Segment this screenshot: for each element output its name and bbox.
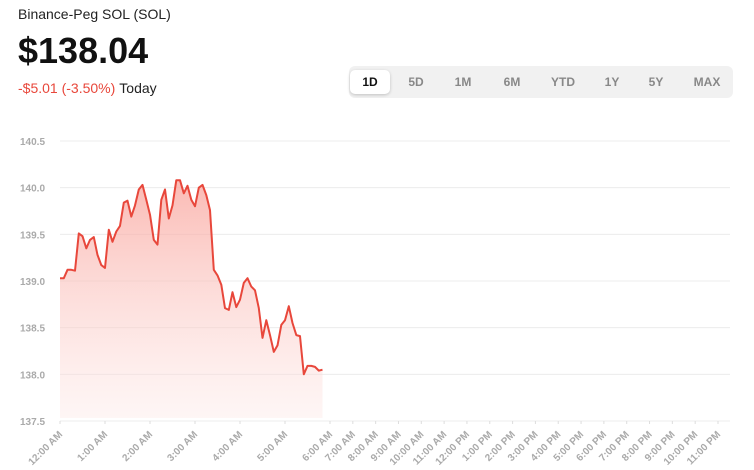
range-tab[interactable]: 5Y xyxy=(648,75,664,89)
price: $138.04 xyxy=(18,30,149,71)
change-row: -$5.01 (-3.50%) Today xyxy=(18,80,157,96)
x-tick-label: 12:00 AM xyxy=(27,429,66,468)
range-tab[interactable]: 6M xyxy=(503,75,521,89)
y-tick-label: 140.0 xyxy=(20,184,45,195)
y-tick-label: 140.5 xyxy=(20,137,45,148)
y-tick-label: 138.0 xyxy=(20,370,45,381)
x-tick-label: 5:00 AM xyxy=(255,429,290,464)
x-tick-label: 1:00 AM xyxy=(75,429,110,464)
y-tick-label: 138.5 xyxy=(20,324,45,335)
range-tab[interactable]: 1M xyxy=(454,75,472,89)
x-tick-label: 3:00 AM xyxy=(165,429,200,464)
asset-name: Binance-Peg SOL (SOL) xyxy=(18,6,171,22)
period: Today xyxy=(119,80,157,96)
y-tick-label: 139.5 xyxy=(20,230,45,241)
range-tab[interactable]: YTD xyxy=(551,75,575,89)
area xyxy=(60,180,323,418)
range-tabs: 1D 5D 1M 6M YTD 1Y 5Y MAX xyxy=(349,66,733,98)
range-tab[interactable]: MAX xyxy=(693,75,721,89)
range-tab[interactable]: 1D xyxy=(350,70,390,94)
x-tick-label: 2:00 AM xyxy=(120,429,155,464)
y-tick-label: 137.5 xyxy=(20,417,45,428)
range-tab[interactable]: 5D xyxy=(408,75,424,89)
y-tick-label: 139.0 xyxy=(20,277,45,288)
price-line xyxy=(60,179,323,376)
price-change: -$5.01 (-3.50%) xyxy=(18,80,116,96)
range-tab[interactable]: 1Y xyxy=(604,75,620,89)
x-tick-label: 4:00 AM xyxy=(210,429,245,464)
